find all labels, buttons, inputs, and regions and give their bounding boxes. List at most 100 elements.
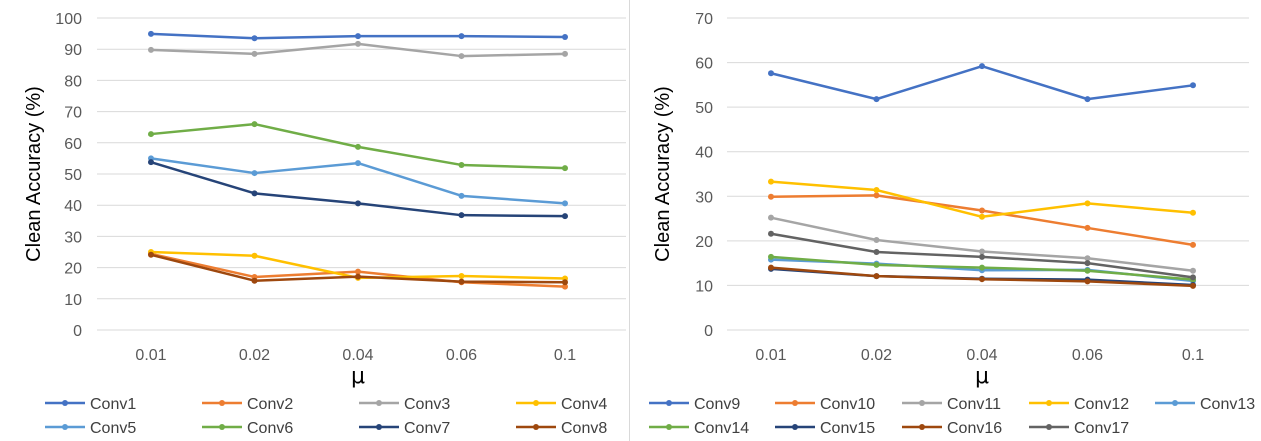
data-point-conv16 <box>768 264 774 271</box>
data-point-conv12 <box>1084 200 1091 207</box>
x-tick-label: 0.06 <box>1072 347 1103 364</box>
data-point-conv5 <box>458 192 465 199</box>
data-point-conv10 <box>873 192 880 199</box>
legend-marker-conv15 <box>792 424 798 430</box>
data-point-conv9 <box>768 70 774 77</box>
data-point-conv6 <box>458 161 465 168</box>
y-tick-label: 60 <box>64 136 82 153</box>
legend-label-conv1: Conv1 <box>90 396 136 413</box>
y-tick-label: 60 <box>695 56 713 73</box>
data-point-conv11 <box>768 214 774 221</box>
data-point-conv3 <box>562 50 568 57</box>
left-line-chart: 0 10 20 30 40 50 60 70 80 90 100 0.01 0.02 0.04 0.06 0.… <box>23 11 626 437</box>
data-point-conv17 <box>1084 260 1091 267</box>
data-point-conv12 <box>768 178 774 185</box>
data-point-conv1 <box>148 30 154 37</box>
legend-label-conv11: Conv11 <box>947 396 1001 413</box>
x-tick-label: 0.02 <box>239 347 270 364</box>
data-point-conv10 <box>979 207 985 214</box>
data-point-conv7 <box>251 190 258 197</box>
x-tick-label: 0.1 <box>1182 347 1204 364</box>
data-point-conv7 <box>458 212 465 219</box>
data-point-conv14 <box>1084 267 1091 274</box>
y-tick-label: 70 <box>64 105 82 122</box>
y-tick-label: 100 <box>55 11 82 28</box>
x-axis-label: μ <box>975 364 989 389</box>
data-point-conv14 <box>979 264 985 271</box>
data-point-conv2 <box>562 283 568 290</box>
data-point-conv11 <box>1084 255 1091 262</box>
x-tick-label: 0.1 <box>554 347 576 364</box>
data-point-conv10 <box>768 193 774 200</box>
y-tick-label: 30 <box>695 189 713 206</box>
y-tick-label: 0 <box>704 323 713 340</box>
legend-marker-conv1 <box>62 400 68 406</box>
data-point-conv4 <box>251 252 258 259</box>
x-tick-label: 0.01 <box>135 347 166 364</box>
data-point-conv10 <box>1190 241 1196 248</box>
y-axis-label: Clean Accuracy (%) <box>652 86 674 262</box>
data-point-conv1 <box>251 35 258 42</box>
y-tick-label: 0 <box>73 323 82 340</box>
data-point-conv17 <box>768 230 774 237</box>
data-point-conv8 <box>251 277 258 284</box>
legend-label-conv13: Conv13 <box>1200 396 1255 413</box>
data-point-conv6 <box>562 165 568 172</box>
legend-marker-conv3 <box>376 400 382 406</box>
left-chart-panel: 0 10 20 30 40 50 60 70 80 90 100 0.01 0.02 0.04 0.06 0.… <box>0 0 628 441</box>
x-tick-label: 0.01 <box>755 347 786 364</box>
data-point-conv1 <box>458 33 465 40</box>
data-point-conv3 <box>458 53 465 60</box>
y-tick-label: 70 <box>695 11 713 28</box>
y-tick-label: 80 <box>64 73 82 90</box>
data-point-conv17 <box>1190 274 1196 281</box>
data-point-conv7 <box>355 200 361 207</box>
y-tick-label: 50 <box>695 100 713 117</box>
legend-marker-conv10 <box>792 400 798 406</box>
data-point-conv16 <box>1190 282 1196 289</box>
data-point-conv8 <box>148 251 154 258</box>
data-point-conv17 <box>873 249 880 255</box>
legend-marker-conv14 <box>666 424 672 430</box>
data-point-conv1 <box>562 34 568 41</box>
y-tick-label: 30 <box>64 229 82 246</box>
data-point-conv12 <box>873 187 880 194</box>
y-tick-label: 10 <box>695 278 713 295</box>
legend-marker-conv5 <box>62 424 68 430</box>
right-line-chart: 0 10 20 30 40 50 60 70 0.01 0.02 0.04 0.06 0.1 Clean … <box>649 11 1255 437</box>
x-tick-label: 0.06 <box>446 347 477 364</box>
data-point-conv14 <box>873 261 880 268</box>
data-point-conv3 <box>148 46 154 53</box>
data-point-conv9 <box>1084 96 1091 103</box>
legend-label-conv2: Conv2 <box>247 396 293 413</box>
series-line-conv9 <box>770 64 1194 101</box>
data-point-conv12 <box>979 213 985 220</box>
data-point-conv6 <box>355 143 361 150</box>
legend-label-conv12: Conv12 <box>1074 396 1129 413</box>
legend-label-conv16: Conv16 <box>947 420 1002 437</box>
data-point-conv5 <box>251 170 258 177</box>
y-tick-label: 20 <box>695 234 713 251</box>
data-point-conv2 <box>355 268 361 275</box>
y-tick-label: 40 <box>695 145 713 162</box>
right-chart-panel: 0 10 20 30 40 50 60 70 0.01 0.02 0.04 0.06 0.1 Clean … <box>631 0 1261 441</box>
data-point-conv16 <box>1084 278 1091 285</box>
series-line-conv10 <box>770 194 1194 247</box>
legend-label-conv14: Conv14 <box>694 420 749 437</box>
legend-marker-conv17 <box>1046 424 1052 430</box>
data-point-conv8 <box>355 273 361 280</box>
data-point-conv4 <box>458 273 465 280</box>
legend-label-conv10: Conv10 <box>820 396 875 413</box>
x-tick-label: 0.04 <box>966 347 997 364</box>
data-point-conv9 <box>873 96 880 103</box>
data-point-conv9 <box>1190 82 1196 89</box>
legend-label-conv6: Conv6 <box>247 420 293 437</box>
data-point-conv9 <box>979 63 985 70</box>
legend-label-conv8: Conv8 <box>561 420 607 437</box>
legend-marker-conv7 <box>376 424 382 430</box>
panel-divider <box>629 0 630 441</box>
x-tick-label: 0.04 <box>342 347 373 364</box>
legend-marker-conv4 <box>533 400 539 406</box>
legend-label-conv17: Conv17 <box>1074 420 1129 437</box>
data-point-conv1 <box>355 33 361 40</box>
